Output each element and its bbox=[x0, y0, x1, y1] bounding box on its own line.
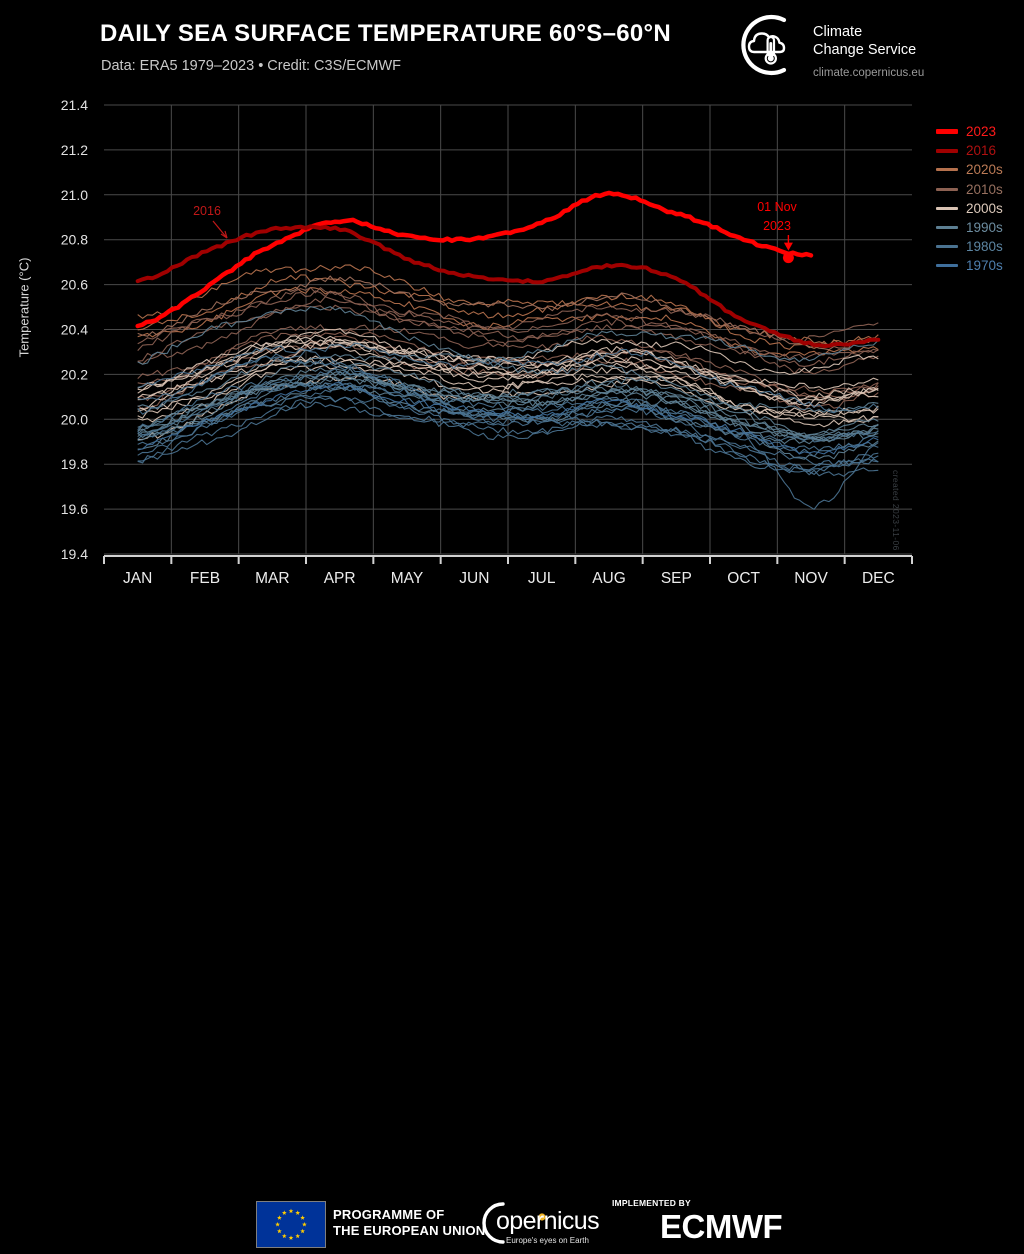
svg-text:2016: 2016 bbox=[193, 204, 221, 218]
legend-label-2020s: 2020s bbox=[966, 162, 1003, 178]
y-axis-tick-labels: 19.4 19.6 19.8 20.0 20.2 20.4 20.6 20.8 21.0 21.2… bbox=[61, 97, 88, 562]
page-title: DAILY SEA SURFACE TEMPERATURE 60°S–60°N bbox=[100, 20, 672, 47]
svg-text:NOV: NOV bbox=[794, 570, 828, 587]
svg-text:JAN: JAN bbox=[123, 570, 152, 587]
legend-swatch-2010s bbox=[936, 187, 958, 191]
eu-programme-text: PROGRAMME OF THE EUROPEAN UNION bbox=[333, 1207, 485, 1239]
svg-text:SEP: SEP bbox=[661, 570, 692, 587]
svg-text:01 Nov: 01 Nov bbox=[757, 200, 797, 214]
copernicus-tagline: Europe's eyes on Earth bbox=[506, 1236, 589, 1245]
svg-text:MAY: MAY bbox=[391, 570, 423, 587]
legend-item-1970s[interactable]: 1970s bbox=[936, 256, 1003, 275]
svg-text:MAR: MAR bbox=[255, 570, 289, 587]
svg-text:21.2: 21.2 bbox=[61, 142, 88, 158]
svg-text:2023: 2023 bbox=[763, 219, 791, 233]
svg-text:AUG: AUG bbox=[592, 570, 626, 587]
copernicus-wordmark: opernicus bbox=[496, 1207, 600, 1235]
legend-label-2016: 2016 bbox=[966, 143, 997, 159]
legend-swatch-2020s bbox=[936, 168, 958, 172]
svg-text:19.8: 19.8 bbox=[61, 456, 88, 472]
brand-name-line2: Change Service bbox=[813, 42, 917, 58]
chart-annotations: 2016 01 Nov 2023 bbox=[193, 200, 798, 264]
ecmwf-mark-icon bbox=[635, 1214, 662, 1236]
cloud-thermometer-icon bbox=[741, 14, 787, 76]
ecmwf-wordmark: ECMWF bbox=[660, 1208, 783, 1245]
legend-swatch-1970s bbox=[936, 264, 958, 268]
svg-text:20.4: 20.4 bbox=[61, 322, 88, 338]
created-watermark: created 2023-11-06 bbox=[891, 470, 901, 551]
svg-text:20.0: 20.0 bbox=[61, 411, 88, 427]
legend-item-2000s[interactable]: 2000s bbox=[936, 199, 1003, 218]
legend-item-2016[interactable]: 2016 bbox=[936, 141, 1003, 160]
legend-swatch-2023 bbox=[936, 129, 958, 134]
legend-label-1970s: 1970s bbox=[966, 258, 1003, 274]
page-subtitle: Data: ERA5 1979–2023 • Credit: C3S/ECMWF bbox=[101, 58, 402, 74]
svg-text:JUN: JUN bbox=[459, 570, 489, 587]
svg-text:20.6: 20.6 bbox=[61, 277, 88, 293]
chart-area: 19.4 19.6 19.8 20.0 20.2 20.4 20.6 20.8 21.0 21.2… bbox=[0, 0, 1024, 600]
y-axis-label: Temperature (°C) bbox=[16, 257, 32, 358]
legend-swatch-2000s bbox=[936, 206, 958, 210]
legend-item-2023[interactable]: 2023 bbox=[936, 122, 1003, 141]
legend-item-1990s[interactable]: 1990s bbox=[936, 218, 1003, 237]
legend-swatch-1980s bbox=[936, 245, 958, 249]
brand-url: climate.copernicus.eu bbox=[813, 67, 925, 79]
brand-name-line1: Climate bbox=[813, 24, 863, 40]
svg-text:FEB: FEB bbox=[190, 570, 220, 587]
footer: PROGRAMME OF THE EUROPEAN UNION opernicu… bbox=[0, 598, 1024, 1248]
climate-change-service-logo: Climate Change Service climate.copernicu… bbox=[737, 12, 1017, 90]
svg-text:OCT: OCT bbox=[727, 570, 760, 587]
legend-label-2010s: 2010s bbox=[966, 181, 1003, 197]
legend-label-2023: 2023 bbox=[966, 124, 997, 140]
european-union-flag-icon bbox=[256, 1201, 326, 1248]
series-lines bbox=[135, 190, 881, 510]
x-axis: JAN FEB MAR APR MAY JUN JUL AUG SEP OCT NOV DEC bbox=[103, 555, 913, 587]
legend-label-1980s: 1980s bbox=[966, 239, 1003, 255]
svg-text:20.8: 20.8 bbox=[61, 232, 88, 248]
svg-text:DEC: DEC bbox=[862, 570, 895, 587]
eu-stars bbox=[275, 1208, 307, 1240]
chart-legend: 2023 2016 2020s 2010s 2000s 1990s 1980s 1970s bbox=[936, 122, 1003, 276]
eu-line-1: PROGRAMME OF bbox=[333, 1207, 445, 1222]
legend-item-2010s[interactable]: 2010s bbox=[936, 180, 1003, 199]
sst-line-chart: 19.4 19.6 19.8 20.0 20.2 20.4 20.6 20.8 21.0 21.2… bbox=[61, 97, 913, 587]
legend-item-1980s[interactable]: 1980s bbox=[936, 237, 1003, 256]
legend-swatch-2016 bbox=[936, 148, 958, 154]
copernicus-logo: opernicus Europe's eyes on Earth bbox=[472, 1199, 600, 1249]
legend-label-2000s: 2000s bbox=[966, 200, 1003, 216]
eu-line-2: THE EUROPEAN UNION bbox=[333, 1223, 486, 1238]
svg-text:21.0: 21.0 bbox=[61, 187, 88, 203]
svg-text:21.4: 21.4 bbox=[61, 97, 88, 113]
svg-text:20.2: 20.2 bbox=[61, 366, 88, 382]
brand-name: Climate Change Service bbox=[813, 23, 916, 59]
svg-text:JUL: JUL bbox=[528, 570, 556, 587]
legend-item-2020s[interactable]: 2020s bbox=[936, 160, 1003, 179]
svg-text:19.4: 19.4 bbox=[61, 546, 88, 562]
legend-swatch-1990s bbox=[936, 226, 958, 230]
legend-label-1990s: 1990s bbox=[966, 220, 1003, 236]
implemented-by-label: IMPLEMENTED BY bbox=[612, 1198, 691, 1208]
svg-text:19.6: 19.6 bbox=[61, 501, 88, 517]
svg-text:APR: APR bbox=[324, 570, 356, 587]
